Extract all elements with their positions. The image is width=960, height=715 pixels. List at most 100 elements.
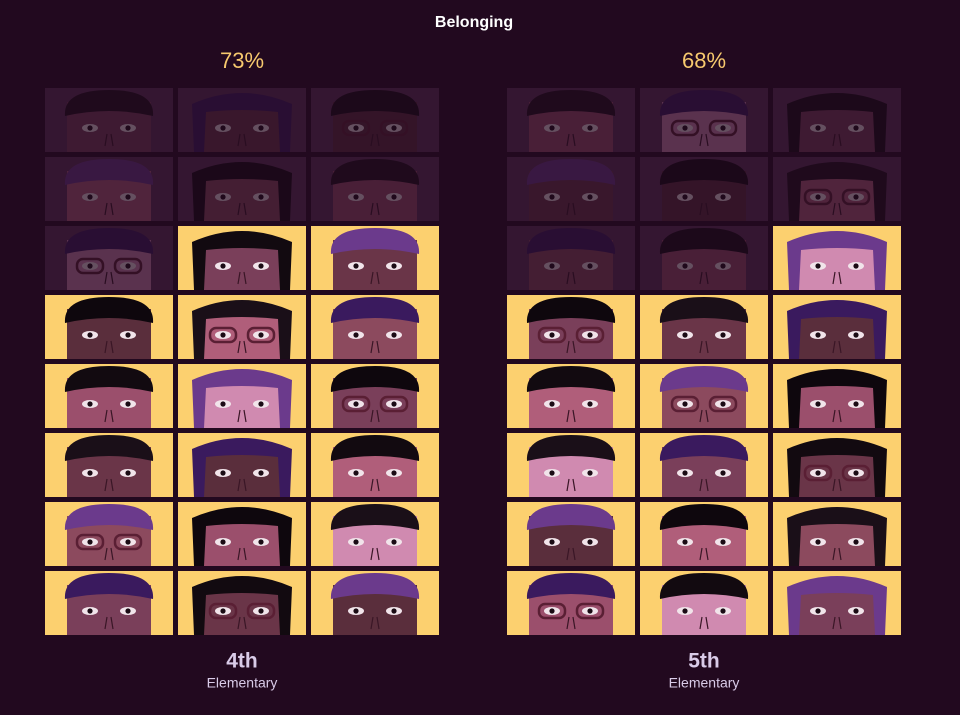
hair xyxy=(659,435,749,461)
tile xyxy=(773,364,901,428)
nose xyxy=(104,202,114,216)
tile xyxy=(45,364,173,428)
pupil xyxy=(125,332,131,338)
tile xyxy=(178,226,306,290)
pupil xyxy=(258,470,264,476)
eye xyxy=(215,124,231,132)
face xyxy=(333,171,417,221)
hair xyxy=(526,228,616,254)
grade-label: 5th xyxy=(688,650,720,673)
eye xyxy=(582,124,598,132)
pupil xyxy=(682,263,688,269)
glasses xyxy=(341,119,371,137)
nose xyxy=(566,340,576,354)
pupil xyxy=(391,194,397,200)
hair xyxy=(787,231,887,290)
pupil xyxy=(587,125,593,131)
pupil xyxy=(391,332,397,338)
nose xyxy=(566,547,576,561)
nose xyxy=(370,547,380,561)
pupil xyxy=(353,263,359,269)
pupil xyxy=(682,539,688,545)
nose xyxy=(370,616,380,630)
pupil xyxy=(682,125,688,131)
hair xyxy=(526,573,616,599)
pupil xyxy=(87,470,93,476)
hair xyxy=(192,576,292,635)
hair xyxy=(787,438,887,497)
tile-background xyxy=(773,88,901,152)
pupil xyxy=(853,125,859,131)
glasses xyxy=(670,395,700,413)
hair xyxy=(64,228,154,254)
pupil xyxy=(853,263,859,269)
level-label: Elementary xyxy=(669,675,740,691)
tile xyxy=(45,226,173,290)
pupil xyxy=(258,194,264,200)
hair xyxy=(526,435,616,461)
pupil xyxy=(549,194,555,200)
pupil xyxy=(682,608,688,614)
glasses xyxy=(246,326,276,344)
pupil xyxy=(125,194,131,200)
face xyxy=(662,102,746,152)
nose xyxy=(237,133,247,147)
tile xyxy=(507,433,635,497)
nose xyxy=(699,478,709,492)
glasses xyxy=(575,602,605,620)
pupil xyxy=(549,608,555,614)
glasses xyxy=(708,119,738,137)
hair xyxy=(64,504,154,530)
pupil xyxy=(720,332,726,338)
glasses xyxy=(708,395,738,413)
tile xyxy=(178,364,306,428)
glasses xyxy=(208,602,238,620)
hair xyxy=(64,297,154,323)
tile xyxy=(773,295,901,359)
glasses xyxy=(537,326,567,344)
pupil xyxy=(353,470,359,476)
glasses xyxy=(575,326,605,344)
pupil xyxy=(720,125,726,131)
pupil xyxy=(220,401,226,407)
pupil xyxy=(815,263,821,269)
tile xyxy=(507,502,635,566)
nose xyxy=(104,133,114,147)
glasses xyxy=(75,533,105,551)
glasses xyxy=(341,395,371,413)
nose xyxy=(699,271,709,285)
pupil xyxy=(682,470,688,476)
pupil xyxy=(549,125,555,131)
glasses xyxy=(670,119,700,137)
pupil xyxy=(682,332,688,338)
pupil xyxy=(549,332,555,338)
hair xyxy=(787,93,887,152)
tile xyxy=(507,226,635,290)
tile-background xyxy=(640,226,768,290)
nose xyxy=(370,271,380,285)
hair xyxy=(192,93,292,152)
tile xyxy=(507,88,635,152)
hair xyxy=(64,366,154,392)
hair xyxy=(787,162,887,221)
hair xyxy=(659,159,749,185)
pupil xyxy=(720,608,726,614)
hair xyxy=(192,231,292,290)
pupil xyxy=(391,263,397,269)
nose xyxy=(104,409,114,423)
nose xyxy=(370,133,380,147)
pupil xyxy=(125,470,131,476)
hair xyxy=(787,576,887,635)
hair xyxy=(526,366,616,392)
eye xyxy=(715,193,731,201)
pupil xyxy=(720,194,726,200)
hair xyxy=(64,159,154,185)
eye xyxy=(215,193,231,201)
tile xyxy=(640,571,768,635)
glasses xyxy=(841,188,871,206)
pupil xyxy=(815,401,821,407)
nose xyxy=(566,616,576,630)
hair xyxy=(192,507,292,566)
nose xyxy=(832,340,842,354)
